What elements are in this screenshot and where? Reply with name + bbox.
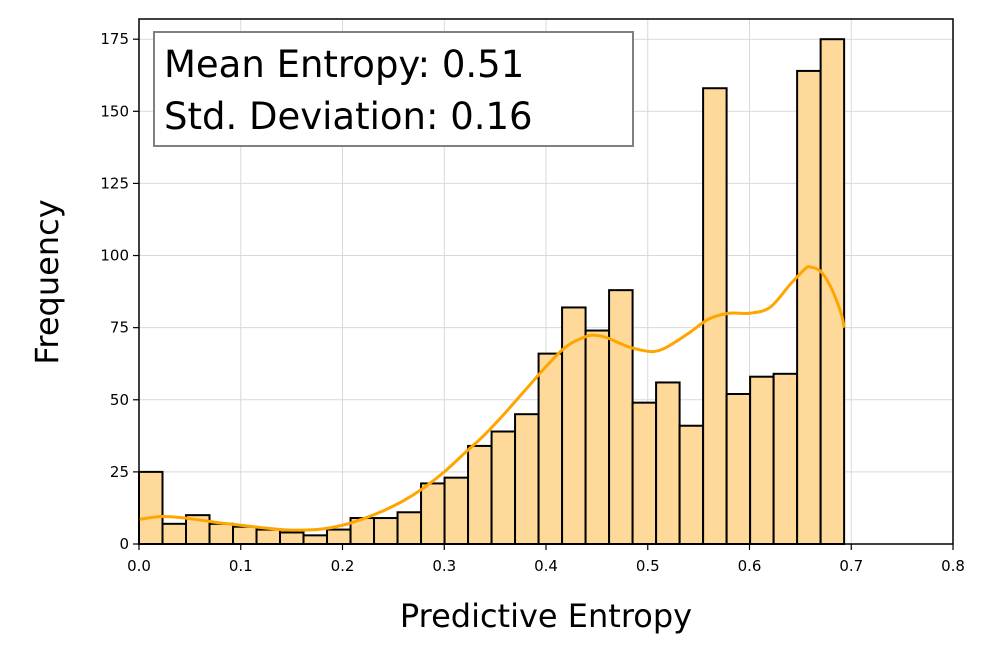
histogram-bar [631,401,658,545]
y-tick-label: 75 [110,319,129,337]
x-tick-label: 0.5 [636,557,660,575]
x-axis-ticks: 0.0 0.1 0.2 0.3 0.4 0.5 0.6 0.7 0.8 [127,544,965,575]
x-tick-label: 0.4 [534,557,558,575]
x-tick-label: 0.1 [229,557,253,575]
y-tick-label: 25 [110,463,129,481]
y-tick-label: 125 [100,174,129,192]
stats-annotation: Mean Entropy: 0.51 Std. Deviation: 0.16 [153,31,634,147]
x-tick-label: 0.2 [331,557,355,575]
histogram-bar [396,511,423,545]
x-tick-label: 0.3 [432,557,456,575]
histogram-bar [420,482,446,545]
histogram-bar [749,375,775,546]
y-axis-title: Frequency [28,199,66,364]
histogram-bar [161,522,188,545]
x-tick-label: 0.7 [839,557,863,575]
std-deviation-text: Std. Deviation: 0.16 [164,95,533,138]
x-tick-label: 0.8 [941,557,965,575]
y-tick-label: 175 [100,30,129,48]
histogram-bar [490,430,517,545]
y-tick-label: 150 [100,102,129,120]
stats-box [153,31,634,147]
y-tick-label: 50 [110,391,129,409]
histogram-bar [232,525,258,546]
histogram-bar [208,522,235,545]
y-tick-label: 0 [119,535,129,553]
histogram-bar [302,534,329,545]
histogram-bar [443,476,470,545]
x-tick-label: 0.6 [738,557,762,575]
mean-entropy-text: Mean Entropy: 0.51 [164,43,524,86]
histogram-bar [796,69,822,546]
histogram-bar [678,424,705,546]
x-tick-label: 0.0 [127,557,151,575]
kde-curve [138,265,846,532]
histogram-bar [138,470,164,545]
x-axis-title: Predictive Entropy [400,597,692,635]
histogram-bar [373,517,399,545]
histogram-bar [326,528,352,545]
y-axis-ticks: 0 25 50 75 100 125 150 175 [100,30,139,553]
histogram-bar [655,381,681,546]
histogram-bar [725,393,752,545]
histogram-bar [279,531,305,546]
histogram-bar [255,528,282,545]
histogram-bar [608,289,634,545]
histogram-bar [537,352,564,545]
histogram-bar [514,413,540,546]
histogram-bar [467,444,493,545]
y-tick-label: 100 [100,247,129,265]
histogram-bar [584,329,611,545]
histogram-bar [772,372,799,545]
